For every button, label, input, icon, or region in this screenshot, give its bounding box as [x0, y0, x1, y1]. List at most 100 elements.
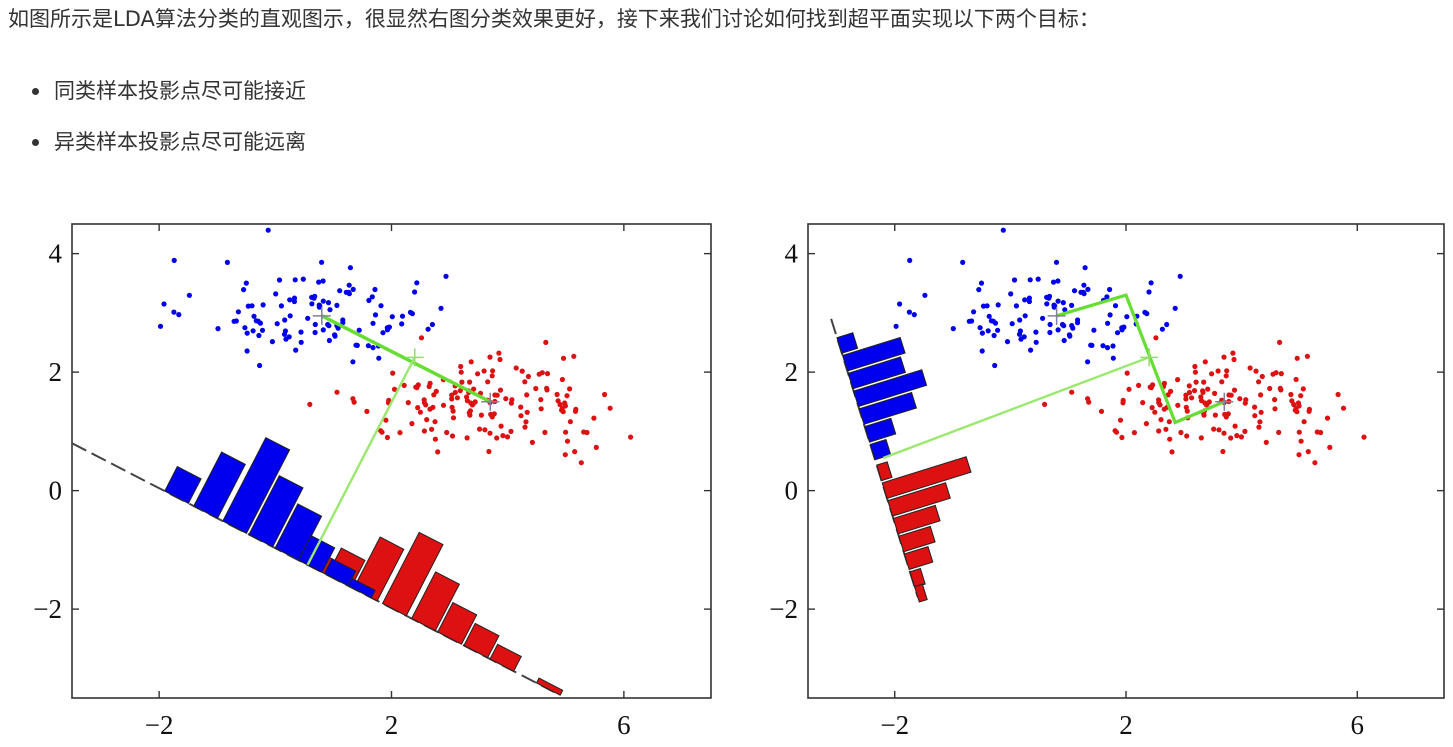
left-scatter-point-red: [497, 356, 503, 363]
right-scatter-point-blue: [1055, 278, 1061, 284]
left-scatter-point-red: [397, 430, 403, 436]
right-scatter-point-red: [1184, 408, 1190, 414]
left-scatter-point-red: [607, 405, 613, 411]
right-scatter-point-red: [1120, 400, 1126, 406]
left-scatter-point-red: [497, 387, 504, 393]
left-scatter-point-blue: [370, 320, 376, 326]
left-scatter-point-blue: [369, 294, 375, 300]
right-scatter-point-red: [1223, 412, 1229, 418]
right-scatter-point-blue: [1033, 329, 1039, 335]
left-scatter-point-red: [444, 429, 450, 436]
right-scatter-point-red: [1098, 408, 1105, 414]
right-scatter-point-blue: [893, 323, 899, 329]
right-scatter-point-red: [1252, 404, 1258, 410]
right-scatter-point-red: [1153, 335, 1159, 341]
left-scatter-point-blue: [326, 337, 332, 344]
right-scatter-point-blue: [995, 327, 1001, 333]
right-scatter-point-red: [1183, 396, 1189, 402]
left-scatter-point-blue: [300, 276, 306, 282]
left-scatter-point-blue: [282, 328, 288, 334]
left-scatter-point-red: [567, 386, 573, 392]
right-scatter-point-red: [1300, 386, 1306, 392]
right-scatter-point-blue: [1074, 320, 1081, 326]
right-scatter-point-blue: [1044, 301, 1050, 307]
left-scatter-point-red: [494, 435, 500, 441]
left-scatter-point-red: [409, 421, 415, 427]
left-mean-marker-icon: [312, 306, 331, 325]
right-scatter-point-red: [1267, 385, 1273, 392]
left-scatter-point-blue: [186, 292, 192, 298]
right-histogram-bar-red: [887, 482, 951, 517]
left-scatter-point-blue: [292, 277, 298, 283]
left-scatter-point-red: [469, 402, 475, 408]
left-scatter-point-blue: [309, 301, 315, 307]
left-scatter-point-red: [421, 428, 427, 434]
left-scatter-point-blue: [251, 313, 257, 319]
right-scatter-point-red: [1201, 379, 1207, 385]
left-scatter-point-red: [538, 406, 544, 412]
right-scatter-point-red: [1212, 390, 1218, 396]
right-scatter-point-red: [1228, 392, 1234, 398]
right-scatter-point-red: [1202, 359, 1208, 365]
right-scatter-point-blue: [1082, 265, 1088, 271]
right-scatter-point-red: [1278, 371, 1284, 377]
left-scatter-point-red: [529, 439, 536, 445]
left-scatter-point-blue: [337, 288, 343, 294]
left-scatter-point-blue: [250, 328, 256, 334]
right-scatter-point-blue: [1060, 300, 1066, 306]
right-scatter-point-blue: [1004, 339, 1011, 345]
right-scatter-point-blue: [1040, 315, 1046, 321]
left-scatter-point-red: [544, 371, 551, 377]
right-scatter-point-red: [1272, 397, 1278, 403]
left-histogram-bar-blue: [164, 465, 202, 504]
right-scatter-point-blue: [1146, 289, 1152, 295]
left-scatter-point-blue: [316, 304, 322, 310]
right-scatter-point-blue: [1000, 227, 1006, 233]
right-scatter-point-blue: [1027, 277, 1033, 283]
left-scatter-point-red: [475, 371, 481, 377]
right-scatter-point-blue: [1046, 293, 1053, 299]
left-scatter-point-red: [554, 391, 560, 398]
right-scatter-point-red: [1298, 438, 1304, 444]
left-scatter-point-blue: [327, 307, 333, 313]
right-scatter-point-red: [1184, 433, 1190, 439]
right-scatter-point-blue: [1148, 280, 1154, 286]
right-histogram-bar-red: [913, 583, 928, 603]
left-xtick-label: −2: [145, 710, 174, 740]
right-xtick-label: 6: [1351, 710, 1365, 740]
right-scatter-point-blue: [1107, 286, 1113, 293]
left-scatter-point-red: [559, 405, 565, 411]
left-scatter-point-blue: [259, 327, 266, 333]
left-scatter-point-blue: [157, 323, 164, 329]
right-scatter-point-red: [1069, 389, 1075, 395]
left-scatter-point-blue: [320, 278, 326, 284]
left-scatter-point-blue: [161, 301, 167, 307]
right-histogram-bar-blue: [852, 369, 928, 408]
bullet-dot-icon: [32, 88, 39, 95]
left-scatter-point-blue: [260, 302, 266, 308]
right-mean-marker-icon: [1140, 348, 1159, 367]
left-scatter-point-blue: [316, 279, 322, 285]
left-scatter-point-blue: [412, 289, 418, 295]
right-mean-connector: [1056, 293, 1225, 425]
left-scatter-point-blue: [312, 329, 318, 336]
right-scatter-point-red: [1276, 429, 1282, 435]
left-scatter-point-red: [450, 408, 456, 414]
left-ytick-label: 4: [49, 239, 63, 269]
left-scatter-point-blue: [332, 333, 338, 339]
right-scatter-point-blue: [980, 303, 987, 309]
right-scatter-point-blue: [1114, 330, 1121, 336]
left-scatter-point-blue: [384, 325, 390, 331]
left-scatter-point-red: [432, 436, 438, 442]
left-scatter-point-red: [458, 363, 464, 370]
right-scatter-point-red: [1232, 423, 1238, 429]
right-scatter-point-red: [1304, 353, 1310, 359]
left-mean-connector: [320, 314, 492, 404]
left-histogram-bar-blue: [248, 475, 304, 548]
left-scatter-point-blue: [298, 339, 304, 345]
right-histogram-bar-red: [892, 504, 941, 535]
left-ytick-label: 2: [49, 357, 63, 387]
right-scatter-point-red: [1221, 430, 1227, 436]
right-mean-marker-icon: [1215, 392, 1234, 411]
left-scatter-point-red: [544, 385, 550, 391]
